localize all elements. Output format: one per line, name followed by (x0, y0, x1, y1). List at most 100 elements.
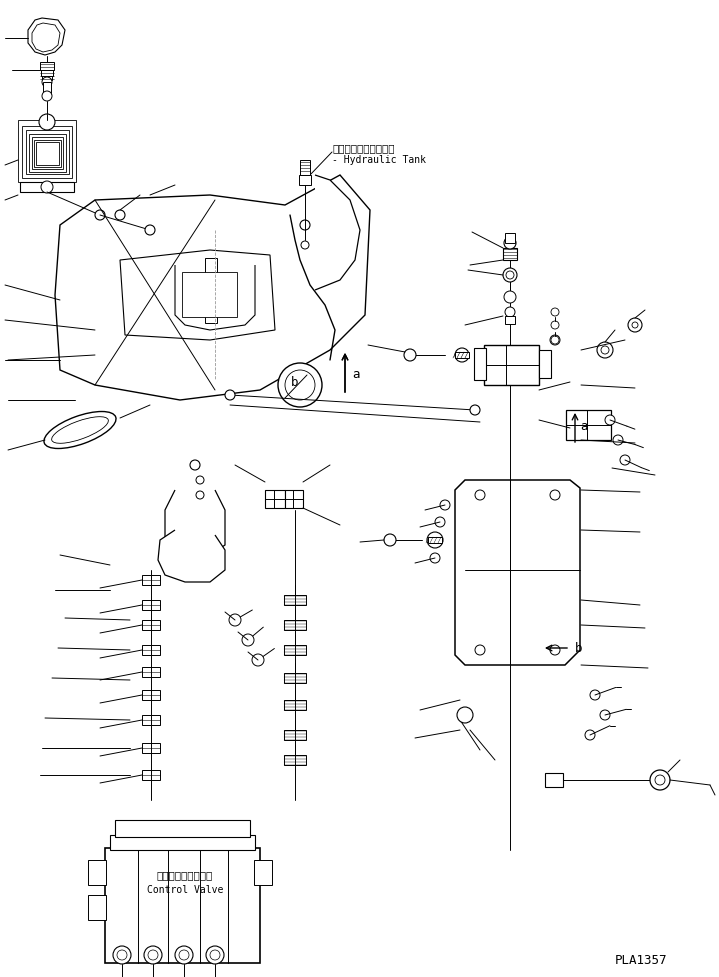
Bar (284, 755, 306, 765)
Bar (142, 575, 160, 585)
Bar (428, 537, 442, 543)
Bar (22, 126, 72, 178)
Bar (265, 490, 285, 508)
Text: a: a (352, 368, 360, 381)
Bar (284, 730, 306, 740)
Bar (182, 272, 237, 317)
Circle shape (601, 346, 609, 354)
Bar (26, 130, 69, 174)
Circle shape (550, 645, 560, 655)
Bar (88, 860, 106, 885)
Circle shape (590, 690, 600, 700)
Bar (284, 645, 306, 655)
Bar (539, 350, 551, 378)
Circle shape (225, 390, 235, 400)
Circle shape (435, 517, 445, 527)
Bar (285, 490, 303, 508)
Polygon shape (32, 23, 60, 52)
Circle shape (605, 415, 615, 425)
Circle shape (42, 77, 52, 87)
Circle shape (301, 241, 309, 249)
Circle shape (585, 730, 595, 740)
Circle shape (148, 950, 158, 960)
Circle shape (39, 114, 55, 130)
Circle shape (650, 770, 670, 790)
Circle shape (285, 370, 315, 400)
Circle shape (179, 950, 189, 960)
Circle shape (550, 490, 560, 500)
Bar (142, 667, 160, 677)
Text: - Hydraulic Tank: - Hydraulic Tank (332, 155, 426, 165)
Ellipse shape (44, 411, 116, 448)
Text: a: a (580, 420, 587, 434)
Circle shape (113, 946, 131, 964)
Bar (142, 715, 160, 725)
Text: Control Valve: Control Valve (147, 885, 223, 895)
Bar (284, 700, 306, 710)
Bar (284, 620, 306, 630)
Bar (20, 182, 74, 192)
Circle shape (175, 946, 193, 964)
Bar (42, 76, 52, 80)
Circle shape (457, 707, 473, 723)
Bar (474, 348, 486, 380)
Bar (284, 595, 306, 605)
Circle shape (551, 321, 559, 329)
Ellipse shape (52, 417, 109, 444)
Bar (32, 137, 63, 169)
Bar (300, 160, 310, 175)
Bar (110, 835, 255, 850)
Bar (205, 258, 217, 323)
Circle shape (190, 460, 200, 470)
Circle shape (300, 220, 310, 230)
Bar (545, 773, 563, 787)
Bar (142, 600, 160, 610)
Circle shape (597, 342, 613, 358)
Polygon shape (315, 175, 360, 290)
Polygon shape (158, 530, 225, 582)
Circle shape (470, 405, 480, 415)
Circle shape (196, 491, 204, 499)
Circle shape (503, 268, 517, 282)
Circle shape (95, 210, 105, 220)
Bar (115, 820, 250, 837)
Bar (18, 120, 76, 182)
Circle shape (505, 307, 515, 317)
Bar (29, 134, 66, 172)
Bar (36, 142, 59, 165)
Circle shape (506, 271, 514, 279)
Bar (142, 690, 160, 700)
Bar (142, 743, 160, 753)
Bar (142, 770, 160, 780)
Bar (505, 233, 515, 243)
Circle shape (41, 181, 53, 193)
Circle shape (404, 349, 416, 361)
Text: b: b (575, 642, 582, 655)
Bar (142, 620, 160, 630)
Circle shape (620, 455, 630, 465)
Circle shape (384, 534, 396, 546)
Circle shape (504, 237, 516, 249)
Bar (34, 140, 61, 167)
Bar (503, 248, 517, 260)
Bar (40, 62, 54, 70)
Bar (88, 895, 106, 920)
Circle shape (427, 532, 443, 548)
Circle shape (600, 710, 610, 720)
Circle shape (455, 348, 469, 362)
Circle shape (475, 645, 485, 655)
Circle shape (229, 614, 241, 626)
Polygon shape (120, 250, 275, 340)
Circle shape (440, 500, 450, 510)
Bar (254, 860, 272, 885)
Text: PLA1357: PLA1357 (615, 954, 667, 966)
Text: コントロールバルブ: コントロールバルブ (157, 870, 213, 880)
Circle shape (655, 775, 665, 785)
Bar (284, 673, 306, 683)
Text: ハイドロリックタンク: ハイドロリックタンク (332, 143, 395, 153)
Circle shape (278, 363, 322, 407)
Circle shape (115, 210, 125, 220)
Circle shape (551, 308, 559, 316)
Circle shape (242, 634, 254, 646)
Circle shape (252, 654, 264, 666)
